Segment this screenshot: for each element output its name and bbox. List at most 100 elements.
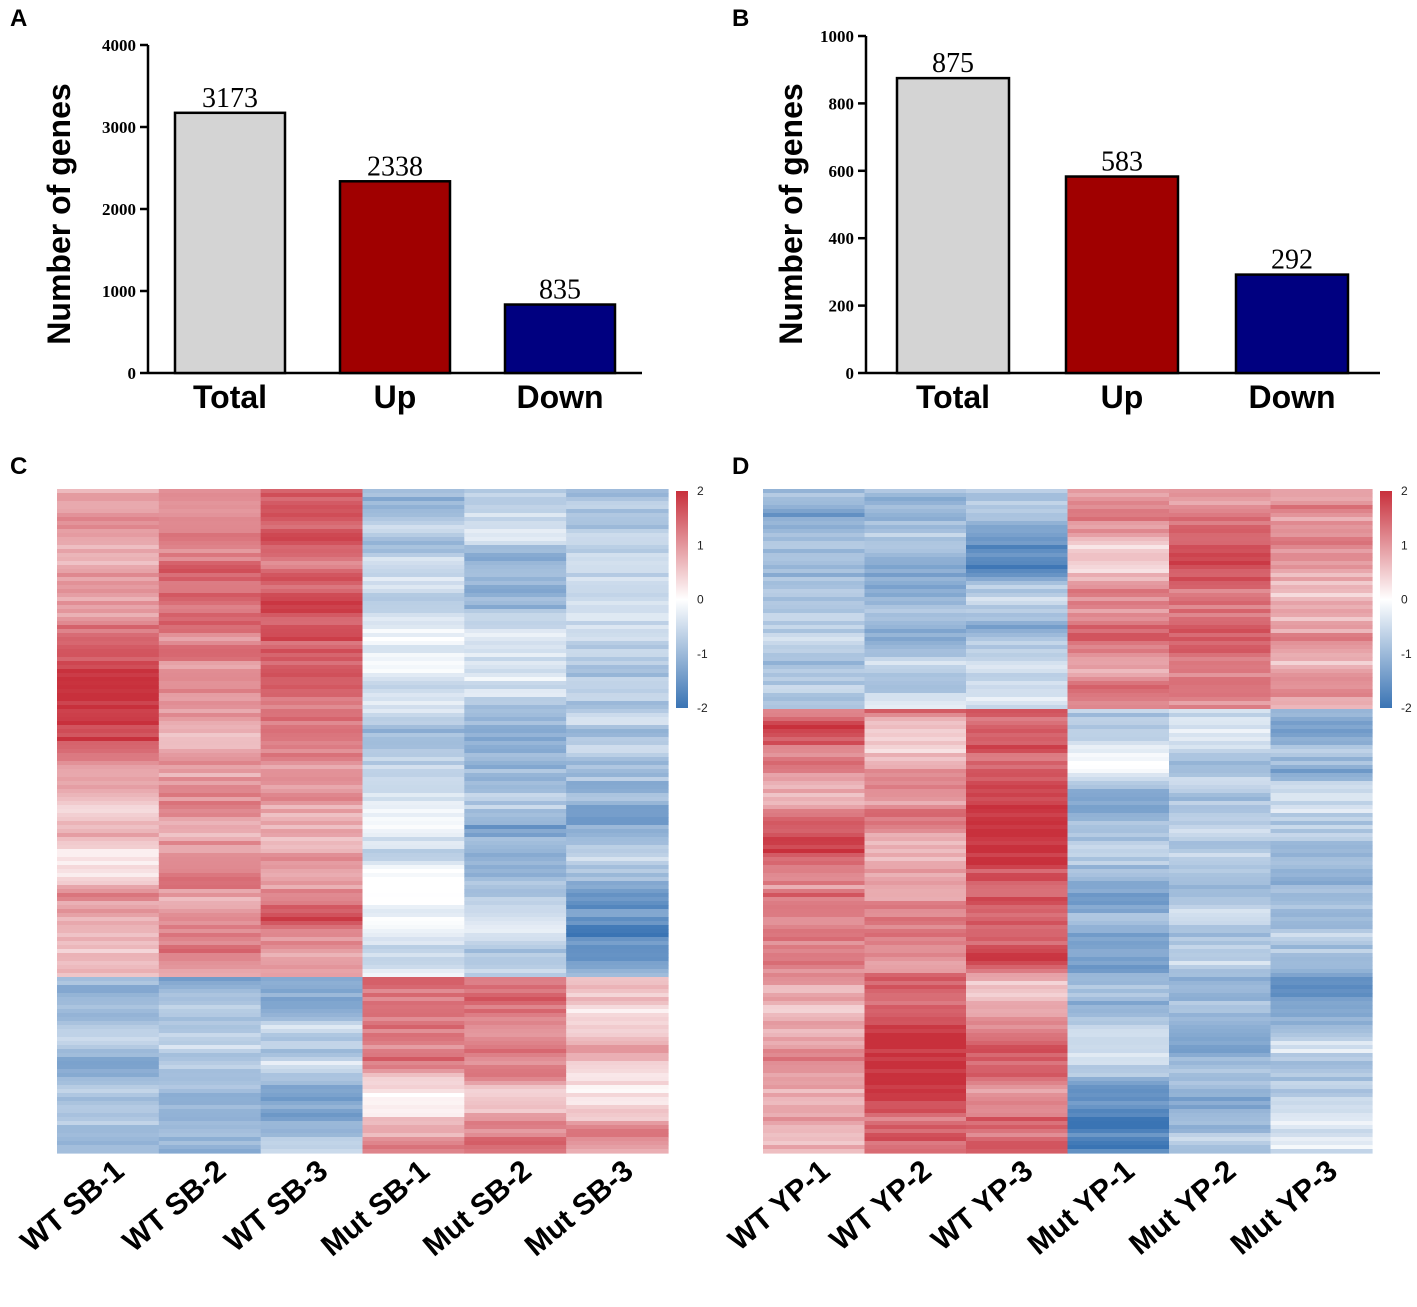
heatmap-column-label-c-6: Mut SB-3 (519, 1154, 640, 1263)
heatmap-cell (966, 881, 1069, 886)
heatmap-cell (763, 593, 866, 598)
heatmap-cell (362, 889, 465, 894)
heatmap-cell (864, 781, 967, 786)
heatmap-cell (566, 533, 669, 538)
heatmap-cell (362, 809, 465, 814)
heatmap-cell (966, 617, 1069, 622)
heatmap-cell (966, 829, 1069, 834)
heatmap-cell (763, 1133, 866, 1138)
heatmap-cell (1067, 613, 1170, 618)
heatmap-cell (763, 801, 866, 806)
heatmap-cell (864, 893, 967, 898)
heatmap-cell (260, 965, 364, 970)
heatmap-cell (566, 693, 669, 698)
heatmap-cell (260, 1009, 364, 1014)
heatmap-cell (966, 817, 1069, 822)
heatmap-cell (464, 1121, 567, 1126)
heatmap-cell (566, 905, 669, 910)
heatmap-cell (763, 645, 866, 650)
heatmap-cell (362, 509, 465, 514)
heatmap-cell (566, 957, 669, 962)
heatmap-cell (966, 653, 1069, 658)
heatmap-cell (566, 609, 669, 614)
heatmap-cell (158, 565, 262, 570)
heatmap-cell (158, 1009, 262, 1014)
heatmap-cell (464, 649, 567, 654)
heatmap-cell (1067, 517, 1170, 522)
heatmap-cell (566, 677, 669, 682)
heatmap-cell (566, 489, 669, 494)
heatmap-cell (260, 709, 364, 714)
heatmap-cell (158, 873, 262, 878)
heatmap-cell (1169, 905, 1272, 910)
heatmap-cell (464, 745, 567, 750)
heatmap-column-label-d-4: Mut YP-1 (1022, 1154, 1141, 1261)
heatmap-cell (464, 493, 567, 498)
heatmap-cell (763, 761, 866, 766)
heatmap-cell (57, 501, 160, 506)
heatmap-cell (1169, 717, 1272, 722)
heatmap-cell (1067, 685, 1170, 690)
heatmap-cell (1067, 905, 1170, 910)
heatmap-cell (566, 697, 669, 702)
heatmap-cell (566, 857, 669, 862)
heatmap-cell (260, 821, 364, 826)
heatmap-cell (260, 1145, 364, 1150)
heatmap-cell (464, 889, 567, 894)
heatmap-cell (158, 729, 262, 734)
heatmap-cell (864, 701, 967, 706)
heatmap-cell (362, 581, 465, 586)
heatmap-cell (966, 757, 1069, 762)
heatmap-cell (57, 657, 160, 662)
heatmap-cell (1169, 497, 1272, 502)
heatmap-cell (966, 765, 1069, 770)
heatmap-cell (464, 525, 567, 530)
heatmap-cell (1270, 697, 1373, 702)
heatmap-cell (1067, 1017, 1170, 1022)
heatmap-cell (1067, 1049, 1170, 1054)
heatmap-cell (362, 1005, 465, 1010)
heatmap-cell (1067, 781, 1170, 786)
heatmap-cell (1067, 889, 1170, 894)
heatmap-cell (864, 941, 967, 946)
heatmap-cell (763, 501, 866, 506)
heatmap-cell (1270, 857, 1373, 862)
heatmap-cell (1270, 825, 1373, 830)
heatmap-cell (464, 841, 567, 846)
heatmap-cell (362, 845, 465, 850)
heatmap-cell (864, 849, 967, 854)
heatmap-cell (566, 925, 669, 930)
heatmap-cell (763, 917, 866, 922)
heatmap-cell (362, 737, 465, 742)
heatmap-cell (566, 685, 669, 690)
heatmap-cell (57, 737, 160, 742)
heatmap-cell (1270, 1061, 1373, 1066)
heatmap-cell (57, 861, 160, 866)
heatmap-cell (464, 1017, 567, 1022)
heatmap-cell (566, 493, 669, 498)
heatmap-cell (158, 693, 262, 698)
heatmap-cell (1169, 1125, 1272, 1130)
heatmap-cell (1270, 569, 1373, 574)
heatmap-cell (864, 629, 967, 634)
heatmap-cell (966, 721, 1069, 726)
heatmap-cell (158, 1013, 262, 1018)
heatmap-cell (864, 837, 967, 842)
heatmap-cell (362, 1013, 465, 1018)
heatmap-cell (864, 733, 967, 738)
heatmap-cell (260, 661, 364, 666)
bar-up-b (1064, 175, 1180, 375)
heatmap-cell (1270, 849, 1373, 854)
heatmap-cell (1169, 709, 1272, 714)
heatmap-cell (260, 669, 364, 674)
heatmap-cell (1169, 1005, 1272, 1010)
heatmap-cell (260, 665, 364, 670)
heatmap-cell (362, 645, 465, 650)
heatmap-cell (1067, 1141, 1170, 1146)
heatmap-cell (1067, 569, 1170, 574)
heatmap-cell (864, 937, 967, 942)
heatmap-cell (864, 541, 967, 546)
heatmap-cell (763, 1013, 866, 1018)
heatmap-cell (362, 753, 465, 758)
category-label-up-b: Up (1101, 379, 1144, 415)
